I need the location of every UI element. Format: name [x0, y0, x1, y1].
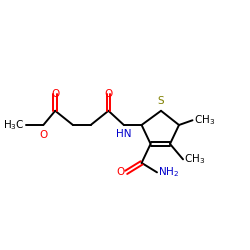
Text: O: O — [117, 167, 125, 177]
Text: S: S — [158, 96, 164, 106]
Text: H$_3$C: H$_3$C — [3, 118, 25, 132]
Text: O: O — [51, 89, 59, 99]
Text: O: O — [39, 130, 48, 140]
Text: CH$_3$: CH$_3$ — [184, 152, 206, 166]
Text: CH$_3$: CH$_3$ — [194, 113, 215, 127]
Text: HN: HN — [116, 128, 132, 138]
Text: O: O — [104, 89, 112, 99]
Text: NH$_2$: NH$_2$ — [158, 166, 179, 179]
